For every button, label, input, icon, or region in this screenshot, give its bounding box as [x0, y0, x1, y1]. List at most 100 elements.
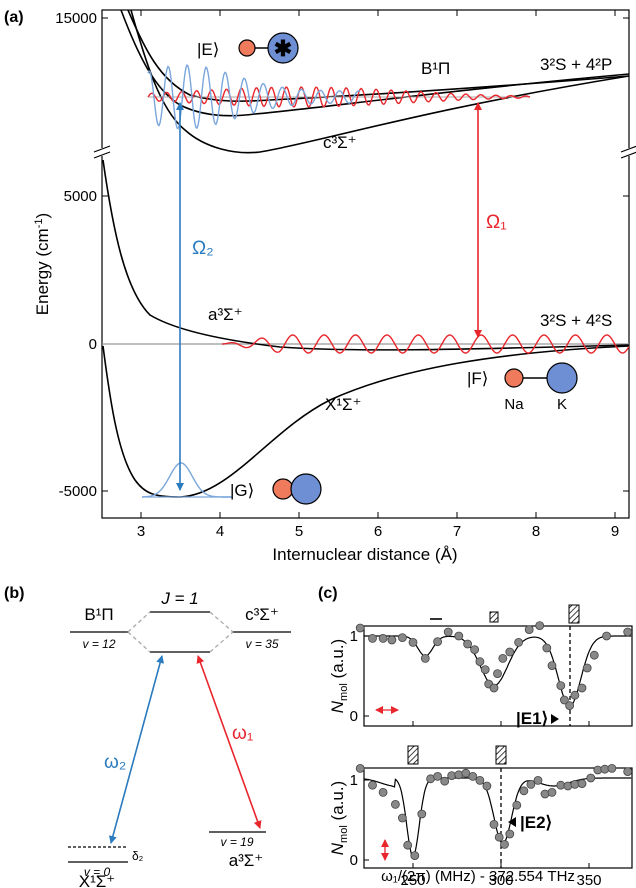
c-v-label: v = 35 [245, 637, 278, 651]
e2-label: |E2⟩ [520, 813, 552, 832]
data-point [440, 776, 450, 786]
x-tick-9: 9 [611, 523, 619, 540]
c-x-axis-label-text: ω₁/(2π) (MHz) - 372.554 THz [381, 868, 575, 885]
data-point [556, 681, 566, 690]
feshbach-wavefunction [222, 334, 629, 354]
data-point [489, 683, 499, 693]
panel-b: (b) J = 1 B¹Π v = 12 c³Σ⁺ v = 35 v = 19 … [4, 585, 291, 888]
omega1-small-label: ω₁ [232, 723, 253, 744]
data-point [417, 809, 427, 819]
c-bottom-y-label: Nmol (a.u.) [328, 781, 350, 855]
data-point [480, 665, 490, 674]
data-point [355, 764, 365, 773]
panel-a-label: (a) [4, 9, 24, 26]
data-point [498, 654, 508, 663]
state-f-label: |F⟩ [467, 369, 488, 388]
data-point [512, 800, 522, 810]
data-point [433, 637, 443, 646]
svg-text:✱: ✱ [274, 36, 292, 61]
data-point [397, 813, 407, 823]
data-point [443, 627, 453, 637]
panel-a-frame [101, 9, 630, 519]
panel-c-x-ticks: 250 300 350 [400, 721, 602, 888]
axis-break-right [620, 145, 636, 159]
curve-a3sigma [102, 159, 629, 351]
data-point [454, 631, 464, 641]
axis-break-left [93, 145, 111, 159]
omega1-small-arrow [196, 655, 262, 829]
data-point [475, 776, 485, 785]
atom-na-label: Na [504, 396, 524, 413]
x-tick-5: 5 [295, 523, 303, 540]
data-point [387, 635, 397, 645]
data-point [493, 669, 502, 678]
data-point [505, 829, 515, 839]
c-top-y-tick-0: 0 [350, 708, 358, 725]
feshbach-molecule-icon [504, 362, 578, 394]
data-point [535, 621, 545, 630]
y-tick-0: 0 [89, 336, 97, 353]
asymptote-lower-label: 3²S + 4²S [540, 311, 612, 330]
c3sigma-label: c³Σ⁺ [323, 133, 357, 152]
top-marker-hatch-small [489, 611, 499, 623]
data-point [489, 820, 499, 829]
e1-pointer-icon [551, 714, 559, 724]
ground-wavefunction [142, 462, 232, 498]
data-point [403, 840, 413, 850]
data-point [547, 661, 557, 670]
y-axis-label: Energy (cm-1) [33, 213, 52, 315]
panel-c-bottom-frame [363, 767, 633, 869]
fit-curve-top [364, 635, 632, 708]
delta2-label: δ₂ [132, 849, 144, 863]
a-state-label: a³Σ⁺ [229, 851, 264, 870]
omega2-label: Ω₂ [192, 238, 214, 259]
data-point [526, 780, 536, 789]
y-tick-15000: 15000 [55, 10, 97, 27]
atom-k-label: K [557, 396, 567, 413]
c-x-axis-label-box: ω₁/(2π) (MHz) - 372.554 THz [320, 868, 636, 886]
data-point [368, 780, 377, 790]
data-point [577, 779, 587, 788]
data-point [623, 767, 633, 776]
j-label: J = 1 [160, 589, 198, 608]
data-point [482, 781, 492, 791]
curve-x1sigma [102, 345, 629, 498]
data-point [408, 638, 418, 647]
data-point [602, 631, 611, 641]
c-bot-y-tick-1: 1 [350, 772, 358, 789]
b-v-label: v = 12 [82, 637, 115, 651]
omega1-label: Ω₁ [486, 212, 507, 233]
omega2-small-arrow [108, 655, 165, 844]
panel-c-top-frame [363, 625, 633, 727]
data-point [542, 643, 552, 653]
data-point [565, 701, 574, 710]
panel-b-label: (b) [4, 585, 24, 602]
y-tick-minus5000: -5000 [59, 483, 97, 500]
x-tick-7: 7 [453, 523, 461, 540]
data-point [475, 657, 485, 666]
x-v-label: v = 0 [84, 865, 111, 879]
panel-a: (a) 15000 5000 0 -5000 [4, 9, 636, 564]
c-x-tick-300: 300 [488, 872, 513, 888]
excited-wavefunction-blue [147, 63, 361, 130]
y-tick-5000: 5000 [64, 188, 97, 205]
data-point [378, 788, 388, 797]
y-axis-ticks: 15000 5000 0 -5000 [55, 10, 629, 500]
panel-c-y-ticks: 1 0 1 0 [350, 628, 369, 869]
c-top-y-label: Nmol (a.u.) [328, 639, 350, 713]
data-point [586, 773, 596, 783]
data-point [533, 776, 543, 785]
data-point [500, 840, 509, 849]
data-point [547, 788, 557, 797]
data-point [577, 683, 587, 693]
c-x-tick-350: 350 [576, 872, 601, 888]
data-point [420, 654, 430, 663]
data-point [390, 800, 400, 809]
state-e-label: |E⟩ [197, 40, 219, 59]
state-g-label: |G⟩ [230, 481, 254, 500]
data-point [607, 764, 617, 773]
ground-molecule-icon [272, 473, 322, 505]
c-x-tick-250: 250 [400, 872, 425, 888]
x-tick-6: 6 [374, 523, 382, 540]
